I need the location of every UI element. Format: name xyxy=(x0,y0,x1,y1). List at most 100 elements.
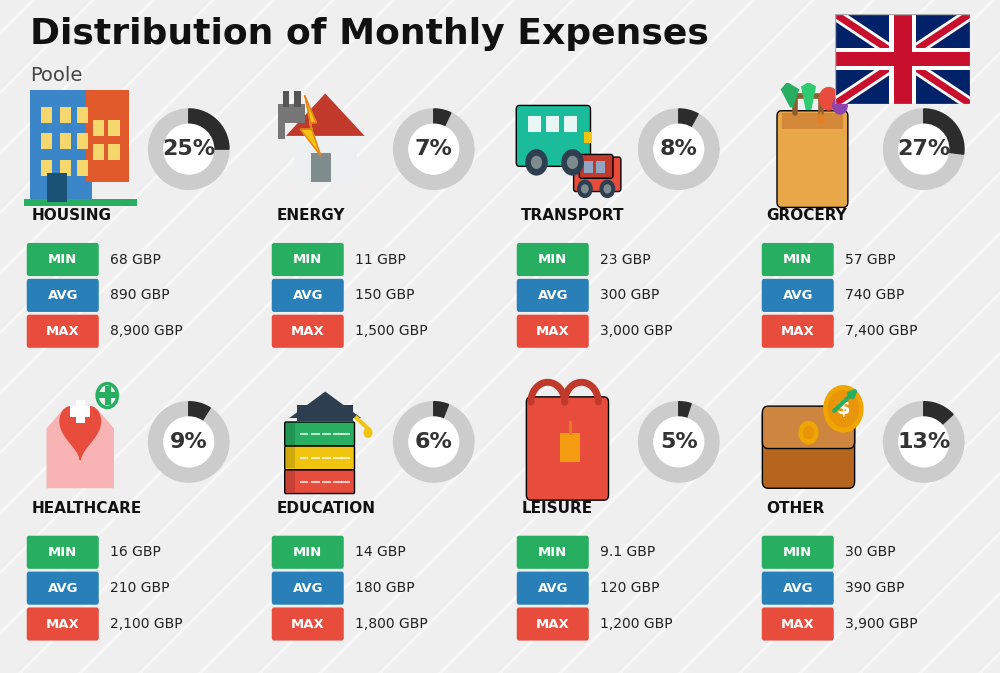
Text: AVG: AVG xyxy=(538,581,568,595)
Bar xyxy=(46,173,67,202)
Bar xyxy=(99,392,116,398)
Circle shape xyxy=(823,385,864,433)
FancyBboxPatch shape xyxy=(517,608,589,641)
FancyBboxPatch shape xyxy=(272,243,344,276)
Bar xyxy=(835,48,970,70)
Text: 30 GBP: 30 GBP xyxy=(845,545,896,559)
Bar xyxy=(30,90,92,202)
Bar xyxy=(782,113,843,129)
Polygon shape xyxy=(924,402,953,425)
Text: AVG: AVG xyxy=(292,289,323,302)
Text: AVG: AVG xyxy=(538,289,568,302)
Circle shape xyxy=(364,427,372,438)
Bar xyxy=(297,404,353,421)
Text: Poole: Poole xyxy=(30,66,82,85)
Circle shape xyxy=(567,155,578,169)
Text: 14 GBP: 14 GBP xyxy=(355,545,406,559)
Polygon shape xyxy=(289,392,361,418)
Polygon shape xyxy=(924,109,964,154)
FancyBboxPatch shape xyxy=(27,279,99,312)
Polygon shape xyxy=(286,94,365,136)
Circle shape xyxy=(561,149,584,176)
FancyBboxPatch shape xyxy=(272,571,344,605)
Polygon shape xyxy=(679,402,691,418)
Text: GROCERY: GROCERY xyxy=(766,208,847,223)
Text: $: $ xyxy=(837,399,850,419)
Bar xyxy=(60,107,71,122)
Bar xyxy=(76,400,85,423)
Bar xyxy=(546,116,559,132)
FancyBboxPatch shape xyxy=(272,279,344,312)
Text: AVG: AVG xyxy=(782,289,813,302)
FancyBboxPatch shape xyxy=(762,315,834,348)
FancyBboxPatch shape xyxy=(285,446,354,470)
Text: 6%: 6% xyxy=(415,432,453,452)
Text: 8%: 8% xyxy=(660,139,698,159)
Circle shape xyxy=(164,125,214,174)
Bar xyxy=(24,199,136,206)
Circle shape xyxy=(654,125,704,174)
Bar xyxy=(77,160,88,176)
Text: 3,000 GBP: 3,000 GBP xyxy=(600,324,672,339)
Circle shape xyxy=(603,184,611,194)
Text: AVG: AVG xyxy=(48,581,78,595)
Text: HOUSING: HOUSING xyxy=(31,208,111,223)
Circle shape xyxy=(654,417,704,467)
Text: 13%: 13% xyxy=(897,432,950,452)
Bar xyxy=(278,120,285,139)
Text: 23 GBP: 23 GBP xyxy=(600,252,651,267)
Text: MIN: MIN xyxy=(783,546,812,559)
Bar xyxy=(560,433,580,462)
Text: 180 GBP: 180 GBP xyxy=(355,581,415,595)
Bar xyxy=(108,144,120,160)
Bar xyxy=(286,447,295,468)
Polygon shape xyxy=(46,409,114,488)
Text: MAX: MAX xyxy=(46,618,80,631)
Bar xyxy=(889,14,916,104)
FancyBboxPatch shape xyxy=(762,279,834,312)
Text: MIN: MIN xyxy=(293,253,322,266)
Text: 390 GBP: 390 GBP xyxy=(845,581,904,595)
Text: AVG: AVG xyxy=(48,289,78,302)
Bar xyxy=(528,116,541,132)
FancyBboxPatch shape xyxy=(517,315,589,348)
Polygon shape xyxy=(189,402,210,421)
Bar xyxy=(286,423,295,445)
Text: 1,800 GBP: 1,800 GBP xyxy=(355,617,428,631)
Bar xyxy=(584,161,593,173)
FancyBboxPatch shape xyxy=(526,397,608,500)
Text: 210 GBP: 210 GBP xyxy=(110,581,170,595)
Text: 150 GBP: 150 GBP xyxy=(355,288,415,302)
Bar xyxy=(41,107,52,122)
Polygon shape xyxy=(679,109,698,127)
Bar xyxy=(835,52,970,66)
Text: 27%: 27% xyxy=(897,139,950,159)
Bar xyxy=(93,144,104,160)
Bar xyxy=(70,406,90,417)
Text: 68 GBP: 68 GBP xyxy=(110,252,161,267)
FancyBboxPatch shape xyxy=(27,608,99,641)
Text: EDUCATION: EDUCATION xyxy=(276,501,375,516)
FancyBboxPatch shape xyxy=(762,536,834,569)
FancyBboxPatch shape xyxy=(272,315,344,348)
FancyBboxPatch shape xyxy=(762,243,834,276)
FancyBboxPatch shape xyxy=(517,279,589,312)
Bar xyxy=(283,91,289,107)
Bar xyxy=(311,153,331,182)
Text: 740 GBP: 740 GBP xyxy=(845,288,904,302)
Text: TRANSPORT: TRANSPORT xyxy=(521,208,625,223)
Polygon shape xyxy=(434,109,451,127)
Text: 890 GBP: 890 GBP xyxy=(110,288,170,302)
Text: MIN: MIN xyxy=(48,253,77,266)
Text: HEALTHCARE: HEALTHCARE xyxy=(31,501,142,516)
Text: MIN: MIN xyxy=(48,546,77,559)
FancyBboxPatch shape xyxy=(272,536,344,569)
Circle shape xyxy=(803,426,814,439)
Bar xyxy=(584,132,590,143)
Text: 25%: 25% xyxy=(162,139,215,159)
Circle shape xyxy=(409,417,459,467)
FancyBboxPatch shape xyxy=(285,422,354,446)
Bar xyxy=(294,91,300,107)
Polygon shape xyxy=(884,402,964,482)
Bar xyxy=(77,107,88,122)
